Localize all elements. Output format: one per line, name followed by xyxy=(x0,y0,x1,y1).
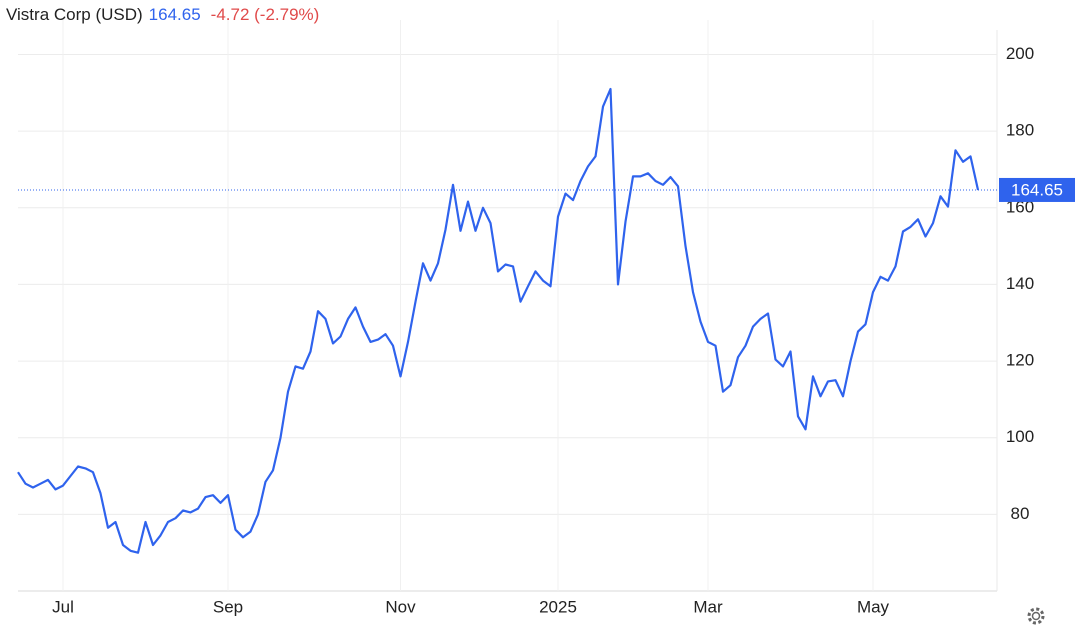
last-price-label: 164.65 xyxy=(1011,180,1063,199)
last-price: 164.65 xyxy=(149,5,201,24)
x-tick-label: Nov xyxy=(385,597,416,616)
x-tick-label: 2025 xyxy=(539,597,577,616)
y-tick-label: 140 xyxy=(1006,274,1034,293)
chart-title: Vistra Corp (USD) xyxy=(6,5,143,24)
x-tick-label: May xyxy=(857,597,890,616)
settings-icon[interactable] xyxy=(1027,607,1045,625)
x-tick-label: Mar xyxy=(693,597,723,616)
x-tick-label: Jul xyxy=(52,597,74,616)
last-price-box xyxy=(999,177,1075,202)
header: Vistra Corp (USD) 164.65 -4.72 (-2.79%) xyxy=(6,5,319,24)
y-tick-label: 100 xyxy=(1006,427,1034,446)
y-tick-label: 80 xyxy=(1011,504,1030,523)
y-tick-label: 120 xyxy=(1006,351,1034,370)
price-line xyxy=(17,87,980,554)
y-tick-label: 200 xyxy=(1006,44,1034,63)
y-tick-label: 160 xyxy=(1006,197,1034,216)
x-tick-label: Sep xyxy=(213,597,243,616)
y-tick-label: 180 xyxy=(1006,121,1034,140)
price-change: -4.72 (-2.79%) xyxy=(211,5,320,24)
